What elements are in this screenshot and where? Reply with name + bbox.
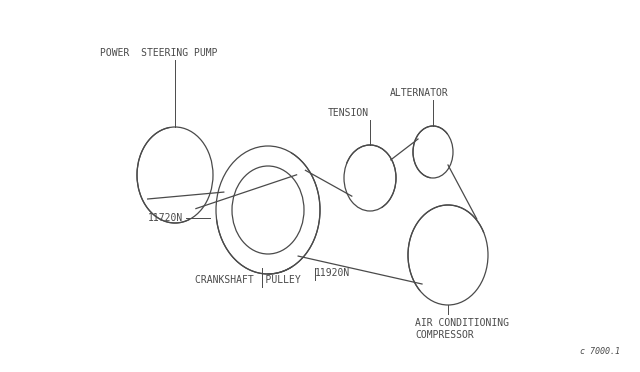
Text: CRANKSHAFT  PULLEY: CRANKSHAFT PULLEY bbox=[195, 275, 301, 285]
Text: AIR CONDITIONING
COMPRESSOR: AIR CONDITIONING COMPRESSOR bbox=[415, 318, 509, 340]
Text: 11720N: 11720N bbox=[148, 213, 183, 223]
Text: TENSION: TENSION bbox=[328, 108, 369, 118]
Text: c 7000.1: c 7000.1 bbox=[580, 347, 620, 356]
Text: 11920N: 11920N bbox=[315, 268, 350, 278]
Text: POWER  STEERING PUMP: POWER STEERING PUMP bbox=[100, 48, 218, 58]
Text: ALTERNATOR: ALTERNATOR bbox=[390, 88, 449, 98]
